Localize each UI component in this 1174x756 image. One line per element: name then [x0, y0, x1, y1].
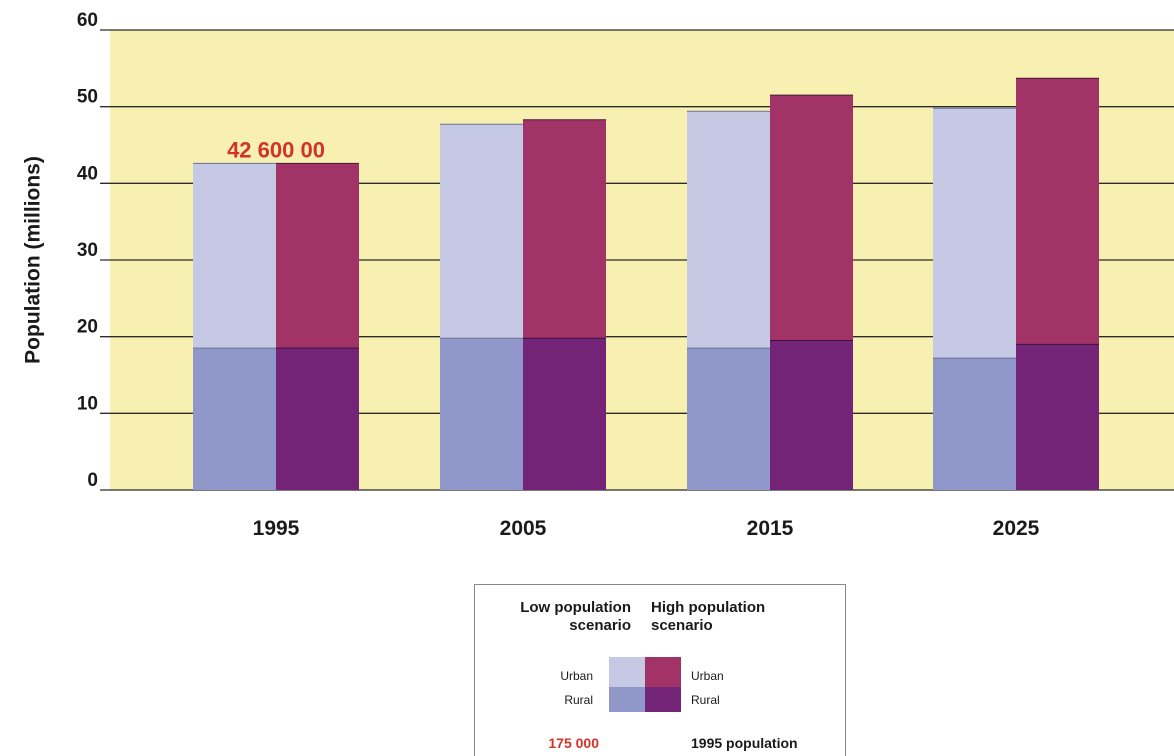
y-tick-label: 50 [77, 87, 98, 108]
legend-rural-label-low: Rural [564, 693, 593, 707]
legend-example-value: 175 000 [548, 735, 599, 751]
bar-low-urban [440, 124, 523, 339]
y-axis-label: Population (millions) [22, 156, 45, 364]
bar-low-rural [193, 348, 276, 490]
legend-low-scenario-heading: Low population scenario [520, 599, 631, 635]
legend-urban-label-low: Urban [560, 669, 593, 683]
y-tick-label: 30 [77, 240, 98, 261]
legend-swatch-low-urban [609, 657, 645, 688]
legend-urban-label-high: Urban [691, 669, 724, 683]
bar-low-rural [440, 338, 523, 490]
bar-chart: 0 10 20 30 40 50 60 1995 2005 2015 2025 42 600 00… [22, 10, 1174, 540]
data-label: 42 600 00 [227, 137, 325, 162]
legend-low-heading-line1: Low population [520, 599, 631, 616]
bar-high-urban [770, 95, 853, 341]
legend-swatch-high-rural [645, 687, 681, 712]
legend-swatch-low-rural [609, 687, 645, 712]
legend-high-heading-line2: scenario [651, 617, 713, 634]
y-tick-label: 0 [87, 470, 98, 491]
y-tick-label: 60 [77, 10, 98, 31]
bar-high-urban [276, 163, 359, 349]
legend-rural-label-high: Rural [691, 693, 720, 707]
y-tick-label: 10 [77, 393, 98, 414]
x-category-label: 1995 [253, 517, 300, 540]
legend-swatch-high-urban [645, 657, 681, 687]
x-category-label: 2025 [993, 517, 1040, 540]
bar-low-rural [933, 358, 1016, 490]
legend-high-scenario-heading: High population scenario [651, 599, 765, 635]
legend-high-heading-line1: High population [651, 599, 766, 616]
y-tick-label: 40 [77, 163, 98, 184]
legend-low-heading-line2: scenario [569, 617, 631, 634]
legend: Low population scenario High population … [474, 584, 846, 756]
bar-high-urban [523, 119, 606, 339]
bar-high-urban [1016, 78, 1099, 345]
bar-high-rural [770, 340, 853, 490]
bar-low-urban [933, 108, 1016, 359]
legend-example-label: 1995 population [691, 735, 798, 751]
bar-low-urban [193, 163, 276, 349]
bar-low-rural [687, 348, 770, 490]
bar-high-rural [276, 348, 359, 490]
bar-high-rural [523, 338, 606, 490]
x-category-label: 2005 [500, 517, 547, 540]
bar-high-rural [1016, 344, 1099, 490]
y-tick-label: 20 [77, 317, 98, 338]
bar-low-urban [687, 111, 770, 349]
x-category-label: 2015 [747, 517, 794, 540]
